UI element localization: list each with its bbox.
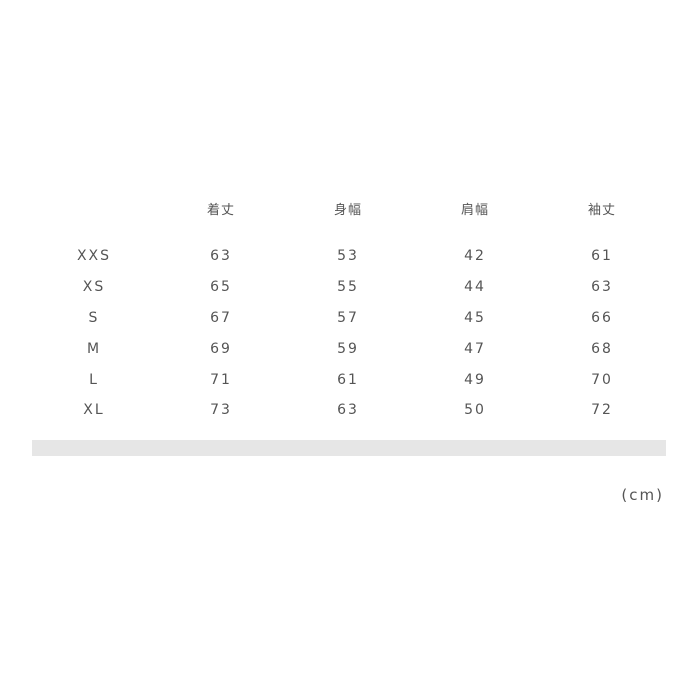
size-label: XXS xyxy=(76,248,112,264)
column-header: 着丈 xyxy=(206,203,235,218)
table-cell: 63 xyxy=(591,279,613,295)
table-cell: 55 xyxy=(337,279,359,295)
column-header: 肩幅 xyxy=(460,203,489,218)
table-cell: 67 xyxy=(210,310,232,326)
table-cell: 72 xyxy=(591,402,613,418)
table-cell: 42 xyxy=(464,248,486,264)
size-label: XL xyxy=(83,402,105,418)
table-cell: 70 xyxy=(591,372,613,388)
size-label: S xyxy=(88,310,100,326)
unit-label: (cm) xyxy=(621,486,664,504)
table-cell: 65 xyxy=(210,279,232,295)
column-header: 袖丈 xyxy=(587,203,616,218)
column-header: 身幅 xyxy=(333,203,362,218)
table-cell: 68 xyxy=(591,341,613,357)
table-cell: 61 xyxy=(337,372,359,388)
table-cell: 45 xyxy=(464,310,486,326)
table-cell: 69 xyxy=(210,341,232,357)
table-cell: 57 xyxy=(337,310,359,326)
size-label: XS xyxy=(82,279,106,295)
size-label: L xyxy=(89,372,99,388)
table-cell: 44 xyxy=(464,279,486,295)
table-cell: 49 xyxy=(464,372,486,388)
table-cell: 47 xyxy=(464,341,486,357)
table-cell: 61 xyxy=(591,248,613,264)
size-label: M xyxy=(86,341,102,357)
table-cell: 59 xyxy=(337,341,359,357)
table-cell: 53 xyxy=(337,248,359,264)
divider-bar xyxy=(32,440,666,456)
table-cell: 63 xyxy=(210,248,232,264)
table-cell: 66 xyxy=(591,310,613,326)
table-cell: 71 xyxy=(210,372,232,388)
table-cell: 63 xyxy=(337,402,359,418)
table-cell: 50 xyxy=(464,402,486,418)
table-cell: 73 xyxy=(210,402,232,418)
